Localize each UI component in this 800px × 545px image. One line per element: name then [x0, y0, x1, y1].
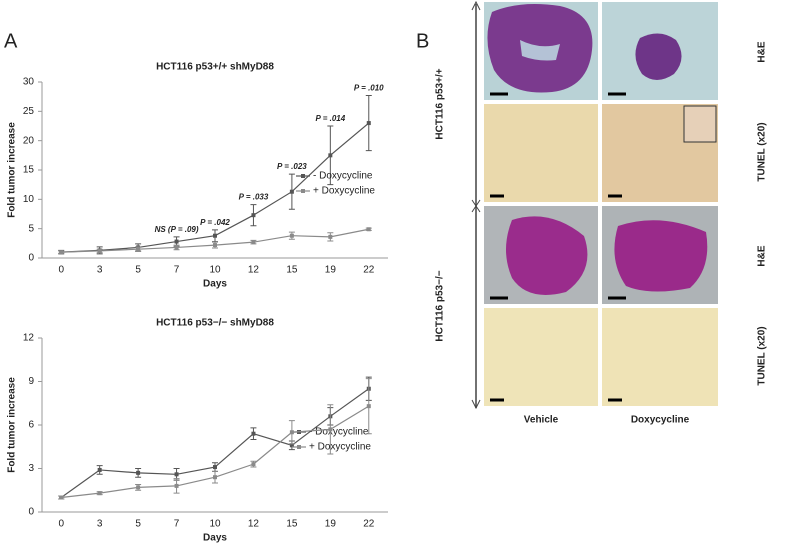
data-point — [174, 245, 179, 250]
panel-label: B — [416, 30, 429, 52]
x-tick-label: 12 — [248, 265, 260, 276]
y-tick-label: 0 — [28, 507, 34, 518]
chart-title: HCT116 p53+/+ shMyD88 — [156, 62, 274, 73]
data-point — [328, 234, 333, 239]
y-tick-label: 3 — [28, 463, 34, 474]
panel-label: A — [4, 30, 18, 52]
legend-marker — [301, 189, 305, 193]
data-point — [174, 472, 179, 477]
data-point — [251, 213, 256, 218]
data-point — [289, 189, 294, 194]
data-point — [366, 227, 371, 232]
x-tick-label: 0 — [58, 519, 64, 530]
x-tick-label: 7 — [174, 519, 180, 530]
data-point — [136, 247, 141, 252]
legend-label: - Doxycycline — [309, 427, 369, 438]
data-point — [59, 250, 64, 255]
x-tick-label: 19 — [325, 265, 337, 276]
annotation: P = .023 — [277, 162, 307, 171]
data-point — [289, 233, 294, 238]
y-tick-label: 30 — [23, 77, 35, 88]
y-tick-label: 0 — [28, 253, 34, 264]
micrographs — [471, 0, 718, 410]
data-point — [213, 233, 217, 238]
x-tick-label: 5 — [135, 519, 141, 530]
data-point — [59, 495, 64, 500]
legend-label: - Doxycycline — [313, 171, 373, 182]
row-label: H&E — [757, 245, 768, 266]
x-tick-label: 10 — [209, 519, 221, 530]
data-point — [97, 491, 102, 496]
x-tick-label: 7 — [174, 265, 180, 276]
x-tick-label: 19 — [325, 519, 337, 530]
annotation: P = .033 — [239, 193, 269, 202]
y-tick-label: 15 — [23, 165, 35, 176]
data-point — [174, 239, 179, 244]
data-point — [251, 431, 256, 436]
x-tick-label: 15 — [286, 519, 298, 530]
data-point — [328, 427, 333, 432]
x-tick-label: 22 — [363, 265, 375, 276]
column-label: Doxycycline — [631, 415, 690, 426]
y-tick-label: 9 — [28, 376, 34, 387]
legend-label: + Doxycycline — [313, 186, 375, 197]
data-point — [366, 404, 371, 409]
annotation: P = .014 — [315, 114, 345, 123]
data-point — [251, 240, 256, 245]
x-tick-label: 15 — [286, 265, 298, 276]
data-point — [136, 470, 141, 475]
column-label: Vehicle — [524, 415, 559, 426]
data-point — [136, 485, 141, 490]
row-group-label: HCT116 p53−/− — [435, 270, 446, 341]
legend-marker — [301, 174, 305, 178]
y-tick-label: 6 — [28, 420, 34, 431]
annotation: P = .010 — [354, 84, 384, 93]
y-tick-label: 20 — [23, 135, 35, 146]
x-axis-label: Days — [203, 533, 227, 544]
data-point — [97, 248, 102, 253]
x-tick-label: 0 — [58, 265, 64, 276]
data-point — [97, 467, 102, 472]
y-tick-label: 5 — [28, 223, 34, 234]
x-axis-label: Days — [203, 279, 227, 290]
legend-marker — [297, 445, 301, 449]
y-tick-label: 25 — [23, 106, 35, 117]
x-tick-label: 22 — [363, 519, 375, 530]
x-tick-label: 12 — [248, 519, 260, 530]
y-tick-label: 10 — [23, 194, 35, 205]
y-tick-label: 12 — [23, 333, 35, 344]
chart-title: HCT116 p53−/− shMyD88 — [156, 318, 274, 329]
row-group-label: HCT116 p53+/+ — [435, 68, 446, 139]
data-point — [328, 153, 333, 158]
data-point — [289, 443, 294, 448]
y-axis-label: Fold tumor increase — [7, 122, 18, 218]
data-point — [213, 243, 217, 248]
data-point — [251, 462, 256, 467]
annotation: NS (P = .09) — [155, 225, 199, 234]
row-label: TUNEL (x20) — [757, 122, 768, 181]
y-axis-label: Fold tumor increase — [7, 377, 18, 473]
x-tick-label: 10 — [209, 265, 221, 276]
annotation: P = .042 — [200, 218, 230, 227]
row-label: TUNEL (x20) — [757, 326, 768, 385]
x-tick-label: 3 — [97, 519, 103, 530]
data-point — [213, 465, 217, 470]
x-tick-label: 5 — [135, 265, 141, 276]
data-point — [289, 430, 294, 435]
legend-label: + Doxycycline — [309, 442, 371, 453]
x-tick-label: 3 — [97, 265, 103, 276]
data-point — [213, 475, 217, 480]
data-point — [366, 121, 371, 126]
data-point — [174, 483, 179, 488]
row-label: H&E — [757, 41, 768, 62]
